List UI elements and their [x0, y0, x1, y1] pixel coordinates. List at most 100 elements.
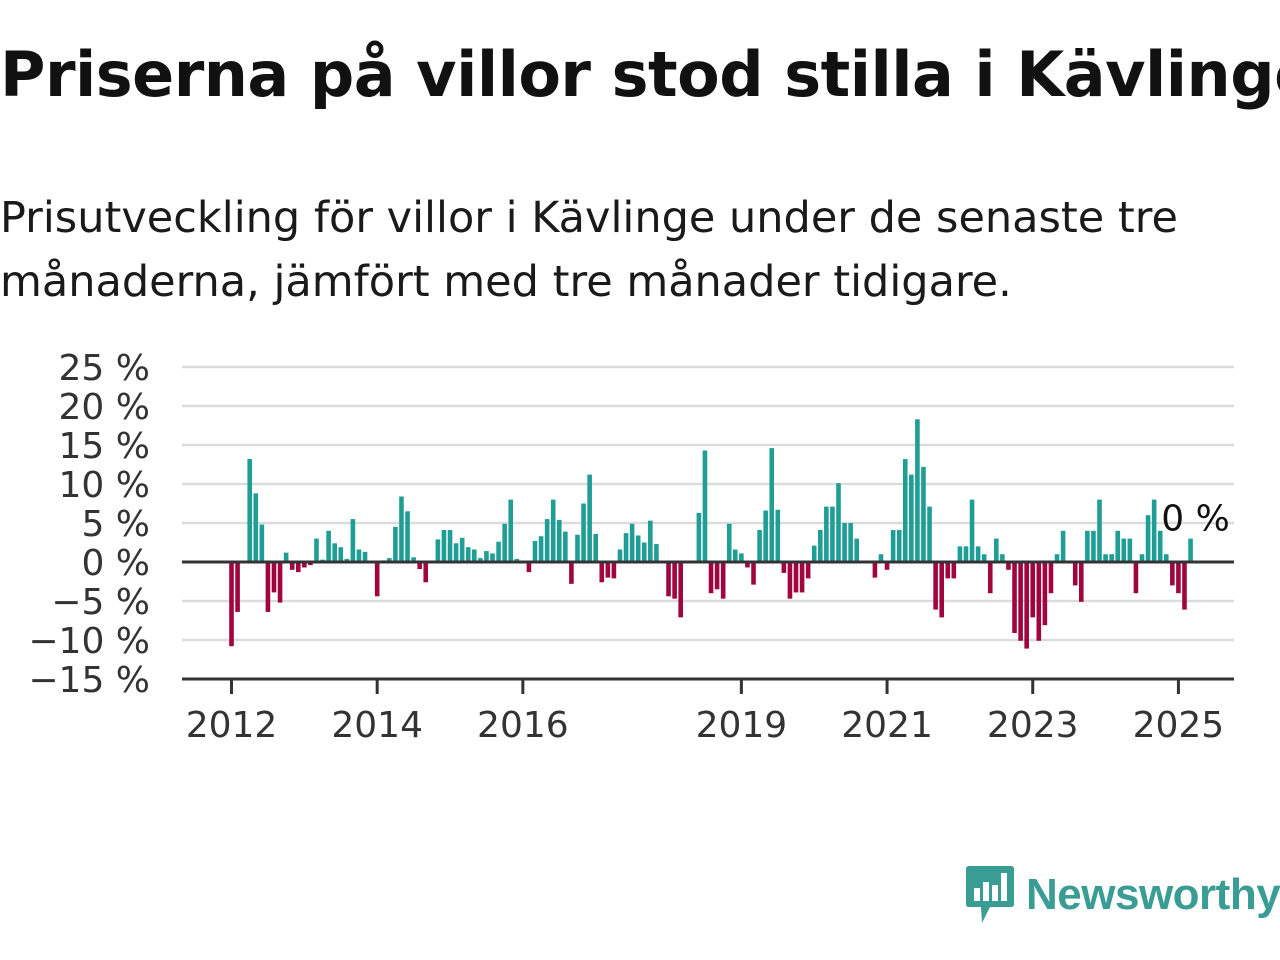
- bar: [915, 419, 920, 562]
- bar: [447, 530, 453, 562]
- y-tick-label: 10 %: [59, 465, 150, 506]
- bar: [1109, 554, 1114, 562]
- bar: [854, 538, 860, 562]
- bar: [484, 551, 489, 562]
- bar: [1030, 562, 1036, 618]
- bar: [848, 523, 853, 562]
- bar: [405, 511, 410, 562]
- bar: [526, 562, 532, 573]
- bar: [247, 459, 253, 562]
- bar: [617, 549, 623, 562]
- bar: [532, 540, 538, 562]
- bar: [648, 520, 653, 562]
- bar: [933, 562, 938, 610]
- bar: [550, 499, 556, 562]
- bar: [726, 523, 732, 562]
- bar: [253, 493, 259, 562]
- bar: [623, 533, 629, 562]
- bar: [1182, 562, 1187, 610]
- bar: [502, 523, 507, 562]
- bar: [1188, 538, 1193, 562]
- bar: [1012, 562, 1017, 633]
- bar: [1079, 562, 1084, 602]
- bar: [1048, 562, 1054, 594]
- bar: [1163, 554, 1169, 562]
- bar: [763, 510, 768, 562]
- bar: [563, 531, 568, 562]
- bar: [963, 546, 969, 562]
- bar: [890, 530, 896, 562]
- x-tick-label: 2016: [477, 705, 569, 746]
- y-tick-label: −10 %: [28, 621, 150, 662]
- bar: [587, 474, 592, 562]
- bar: [1024, 562, 1029, 649]
- bar: [702, 450, 708, 562]
- bar: [939, 562, 944, 618]
- bar: [326, 530, 331, 562]
- bar: [265, 562, 271, 612]
- bar: [1170, 562, 1175, 586]
- bar: [569, 562, 574, 584]
- bar: [672, 562, 677, 599]
- bar: [387, 558, 392, 562]
- bar: [896, 530, 902, 562]
- bar: [751, 562, 756, 585]
- page-title: Priserna på villor stod stilla i Kävling…: [0, 38, 1280, 111]
- bar: [951, 562, 957, 579]
- newsworthy-logo: Newsworthy: [964, 864, 1280, 926]
- bar: [302, 562, 307, 568]
- bar: [508, 499, 514, 562]
- bar: [271, 562, 277, 593]
- bar-chart-speech-bubble-icon: [966, 866, 1014, 923]
- bar: [811, 545, 817, 562]
- bar: [769, 448, 775, 562]
- bar: [1085, 530, 1090, 562]
- x-axis-ticks: 2012 2014 2016 2019 2021 2023 2025: [186, 679, 1225, 746]
- bar: [1054, 554, 1060, 562]
- bar: [781, 562, 787, 573]
- bar: [708, 562, 714, 594]
- bar: [514, 558, 520, 562]
- y-tick-label: −15 %: [28, 660, 150, 701]
- bar: [581, 503, 586, 562]
- bar: [283, 552, 289, 562]
- bar: [927, 506, 932, 562]
- bar: [374, 562, 380, 597]
- bar: [308, 562, 313, 566]
- bar: [1139, 554, 1145, 562]
- bar: [411, 557, 416, 562]
- x-tick-label: 2012: [186, 705, 278, 746]
- bar: [472, 549, 477, 562]
- bar: [465, 547, 471, 562]
- bar: [295, 562, 301, 573]
- bar: [344, 558, 350, 562]
- y-tick-label: 15 %: [59, 426, 150, 467]
- bar: [793, 562, 799, 593]
- bar: [805, 562, 811, 579]
- bar: [641, 542, 647, 562]
- bar: [830, 506, 835, 562]
- bar: [969, 499, 975, 562]
- bar: [733, 549, 738, 562]
- bar: [417, 562, 422, 570]
- x-tick-label: 2014: [331, 705, 423, 746]
- page-subtitle: Prisutveckling för villor i Kävlinge und…: [0, 193, 1178, 307]
- x-tick-label: 2025: [1133, 705, 1225, 746]
- bar: [1115, 530, 1121, 562]
- bar: [496, 541, 501, 562]
- bar: [1036, 562, 1042, 641]
- bar: [714, 562, 720, 590]
- bar: [459, 537, 465, 562]
- bar: [490, 553, 495, 562]
- bar: [987, 562, 993, 594]
- bar: [605, 562, 611, 578]
- y-tick-label: −5 %: [51, 582, 150, 623]
- bar: [902, 459, 908, 562]
- bar: [1133, 562, 1139, 594]
- bar: [235, 562, 240, 612]
- bar: [259, 524, 265, 562]
- bar: [799, 562, 805, 593]
- bar: [817, 530, 823, 562]
- bar: [720, 562, 726, 599]
- bar: [1060, 530, 1066, 562]
